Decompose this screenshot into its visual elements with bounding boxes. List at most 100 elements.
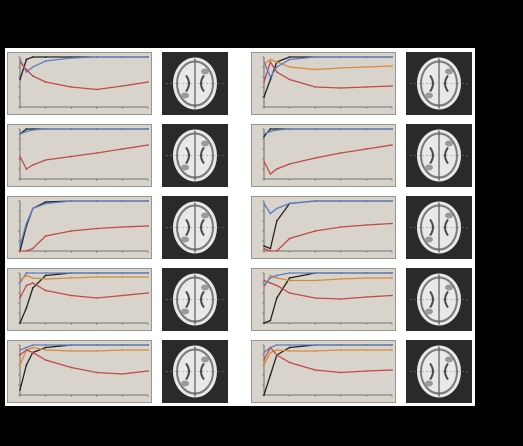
line-chart-right-1 xyxy=(251,52,396,115)
data-point xyxy=(288,344,291,346)
series-line-series_black xyxy=(19,56,148,80)
data-point xyxy=(275,168,278,170)
data-point xyxy=(19,61,21,63)
data-point xyxy=(44,128,47,130)
line-chart-left-2 xyxy=(7,124,152,187)
data-point xyxy=(19,322,21,324)
data-point xyxy=(391,200,393,202)
data-point xyxy=(70,230,73,232)
data-point xyxy=(25,250,28,252)
gray-matter-patch xyxy=(201,212,209,219)
data-point xyxy=(44,60,47,62)
gray-matter-patch xyxy=(181,92,189,99)
data-point xyxy=(25,168,28,170)
line-chart-left-1 xyxy=(7,52,152,115)
data-point xyxy=(147,56,149,58)
data-point xyxy=(314,157,317,159)
data-point xyxy=(147,272,149,274)
data-point xyxy=(19,245,21,247)
gray-matter-patch xyxy=(445,140,453,147)
data-point xyxy=(44,289,47,292)
data-point xyxy=(31,344,34,346)
data-point xyxy=(391,344,393,346)
data-point xyxy=(269,212,272,215)
data-point xyxy=(147,128,149,130)
gray-matter-patch xyxy=(201,284,209,291)
series-line-series_black xyxy=(19,344,148,391)
data-point xyxy=(70,366,73,369)
data-point xyxy=(31,207,34,210)
data-point xyxy=(25,222,28,225)
ventricle-left xyxy=(429,146,434,165)
data-point xyxy=(44,359,47,361)
data-point xyxy=(44,272,47,274)
data-point xyxy=(314,369,317,371)
data-point xyxy=(121,294,124,297)
data-point xyxy=(19,282,21,284)
gray-matter-patch xyxy=(181,380,189,387)
gray-matter-patch xyxy=(201,140,209,147)
data-point xyxy=(25,58,28,61)
series-line-series_blue xyxy=(263,344,392,354)
data-point xyxy=(263,96,265,98)
data-point xyxy=(275,354,278,356)
data-point xyxy=(147,144,149,146)
data-point xyxy=(70,277,73,279)
data-point xyxy=(288,279,291,282)
data-point xyxy=(365,128,368,130)
data-point xyxy=(339,67,342,69)
series-line-series_red xyxy=(263,346,393,374)
ventricle-left xyxy=(185,218,190,237)
brain-slice-image-right-2 xyxy=(406,124,472,187)
ventricle-right xyxy=(200,290,205,309)
data-point xyxy=(70,272,73,274)
series-line-series_red xyxy=(19,282,149,299)
data-point xyxy=(31,66,34,68)
gray-matter-patch xyxy=(181,236,189,243)
brain-slice-image-right-3 xyxy=(406,196,472,259)
data-point xyxy=(121,85,124,87)
data-point xyxy=(314,344,317,346)
data-point xyxy=(31,129,34,131)
series-line-series_orange xyxy=(19,274,148,282)
gray-matter-patch xyxy=(445,356,453,363)
ventricle-left xyxy=(185,290,190,309)
ventricle-right xyxy=(444,362,449,381)
data-point xyxy=(25,130,28,133)
gray-matter-patch xyxy=(181,308,189,315)
gray-matter-patch xyxy=(201,356,209,363)
data-point xyxy=(288,78,291,81)
data-point xyxy=(70,200,73,202)
data-point xyxy=(365,344,368,346)
data-point xyxy=(31,75,34,77)
gray-matter-patch xyxy=(425,164,433,171)
data-point xyxy=(263,61,265,63)
data-point xyxy=(269,61,272,63)
data-point xyxy=(339,278,342,280)
data-point xyxy=(269,374,272,376)
data-point xyxy=(275,344,278,346)
data-point xyxy=(25,68,28,71)
data-point xyxy=(339,200,342,202)
data-point xyxy=(95,272,98,274)
series-line-series_blue xyxy=(19,128,148,135)
data-point xyxy=(44,159,47,161)
data-point xyxy=(275,297,278,299)
data-point xyxy=(314,86,317,88)
data-point xyxy=(121,148,124,150)
data-point xyxy=(70,86,73,88)
data-point xyxy=(31,277,34,279)
data-point xyxy=(288,350,291,352)
data-point xyxy=(365,370,368,372)
data-point xyxy=(288,128,291,130)
data-point xyxy=(31,247,34,250)
data-point xyxy=(31,346,34,349)
data-point xyxy=(269,319,272,322)
series-line-series_red xyxy=(19,349,149,375)
ventricle-right xyxy=(444,218,449,237)
data-point xyxy=(25,128,28,130)
series-line-series_red xyxy=(263,144,393,175)
data-point xyxy=(19,58,21,61)
data-point xyxy=(147,200,149,202)
data-point xyxy=(19,250,21,252)
